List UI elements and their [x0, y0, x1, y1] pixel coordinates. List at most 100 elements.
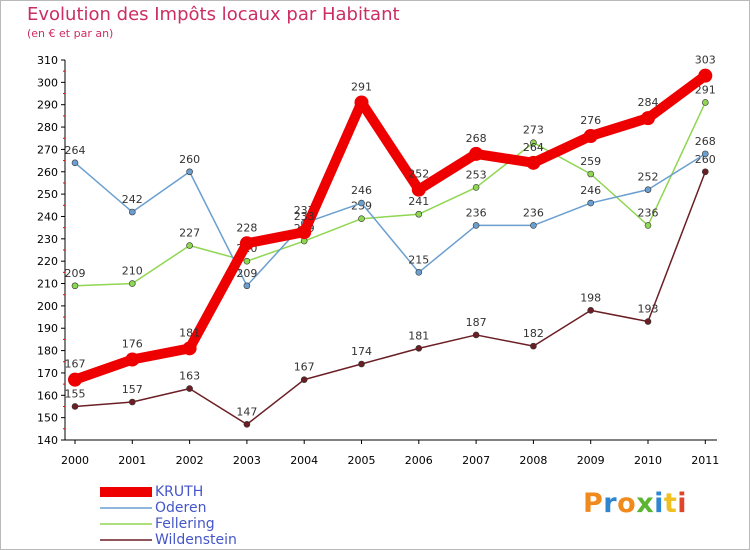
data-label-wildenstein: 147: [236, 405, 257, 418]
x-tick-label: 2006: [405, 454, 433, 467]
data-label-oderen: 246: [580, 184, 601, 197]
y-tick-label: 200: [37, 300, 58, 313]
data-point-oderen: [530, 222, 537, 229]
data-label-oderen: 268: [695, 135, 716, 148]
data-label-wildenstein: 193: [638, 303, 659, 316]
y-tick-label: 140: [37, 434, 58, 447]
y-tick-label: 290: [37, 99, 58, 112]
legend-item-fellering: Fellering: [100, 516, 320, 532]
data-point-fellering: [701, 99, 709, 106]
data-point-fellering: [129, 280, 136, 287]
data-point-wildenstein: [472, 331, 480, 339]
data-label-oderen: 260: [179, 153, 200, 166]
legend-label-oderen: Oderen: [155, 500, 207, 516]
legend-label-wildenstein: Wildenstein: [155, 532, 237, 548]
data-label-oderen: 252: [638, 171, 659, 184]
y-tick-label: 170: [37, 367, 58, 380]
y-tick-label: 160: [37, 389, 58, 402]
x-tick-label: 2009: [577, 454, 605, 467]
data-label-oderen: 236: [466, 206, 487, 219]
series-line-wildenstein: [74, 171, 707, 426]
data-point-oderen: [358, 199, 365, 207]
data-label-wildenstein: 163: [179, 370, 200, 383]
data-point-wildenstein: [243, 421, 251, 428]
legend-swatch-fellering: [100, 523, 152, 525]
x-tick-label: 2000: [61, 454, 89, 467]
chart-legend: KRUTH Oderen Fellering Wildenstein: [100, 484, 320, 548]
data-label-fellering: 273: [523, 124, 544, 137]
data-point-fellering: [71, 282, 79, 290]
x-tick-label: 2005: [348, 454, 376, 467]
logo-letter: o: [617, 488, 637, 519]
data-point-wildenstein: [358, 360, 365, 368]
data-point-oderen: [415, 269, 423, 276]
logo-letter: t: [663, 488, 678, 519]
series-line-oderen: [74, 153, 707, 287]
data-label-kruth: 291: [351, 80, 372, 93]
data-label-wildenstein: 260: [695, 153, 716, 166]
data-label-kruth: 268: [466, 132, 487, 145]
y-tick-label: 310: [37, 54, 58, 67]
data-point-kruth: [354, 95, 369, 110]
data-point-fellering: [472, 184, 480, 191]
data-label-fellering: 210: [122, 265, 143, 278]
data-point-fellering: [587, 170, 595, 178]
data-point-fellering: [530, 139, 537, 147]
data-point-oderen: [587, 199, 595, 207]
logo-letter: x: [636, 488, 655, 519]
data-point-wildenstein: [701, 168, 709, 176]
y-tick-label: 250: [37, 188, 58, 201]
data-label-fellering: 227: [179, 227, 200, 240]
data-label-fellering: 236: [638, 206, 659, 219]
logo-letter: P: [583, 488, 604, 519]
data-point-kruth: [297, 225, 312, 240]
y-tick-label: 230: [37, 233, 58, 246]
data-label-kruth: 284: [638, 96, 659, 109]
data-point-oderen: [71, 159, 79, 167]
x-tick-label: 2008: [519, 454, 547, 467]
y-tick-label: 300: [37, 76, 58, 89]
data-label-fellering: 291: [695, 83, 716, 96]
data-label-wildenstein: 198: [580, 291, 601, 304]
series-line-kruth: [70, 70, 711, 385]
data-point-wildenstein: [129, 398, 136, 406]
proxiti-logo: Proxiti: [583, 488, 687, 519]
data-point-kruth: [411, 182, 426, 197]
data-point-fellering: [644, 222, 652, 229]
data-point-kruth: [239, 236, 254, 251]
data-label-oderen: 264: [65, 144, 86, 157]
data-label-oderen: 242: [122, 193, 143, 206]
y-tick-label: 240: [37, 210, 58, 223]
x-tick-label: 2007: [462, 454, 490, 467]
data-point-kruth: [469, 146, 484, 161]
data-point-wildenstein: [186, 385, 193, 392]
data-point-kruth: [182, 341, 197, 356]
data-point-kruth: [583, 129, 598, 143]
data-point-wildenstein: [644, 318, 652, 325]
legend-swatch-oderen: [100, 507, 152, 509]
data-label-fellering: 241: [408, 195, 429, 208]
legend-label-fellering: Fellering: [155, 516, 215, 532]
data-label-fellering: 253: [466, 168, 487, 181]
x-tick-label: 2001: [118, 454, 146, 467]
y-tick-label: 150: [37, 412, 58, 425]
data-label-wildenstein: 181: [408, 329, 429, 342]
data-label-kruth: 276: [580, 114, 601, 127]
data-point-oderen: [129, 208, 136, 216]
y-tick-label: 260: [37, 166, 58, 179]
data-point-kruth: [68, 372, 82, 387]
data-label-kruth: 167: [65, 358, 86, 371]
chart-subtitle: (en € et par an): [27, 27, 114, 40]
data-label-wildenstein: 174: [351, 345, 372, 358]
data-point-kruth: [526, 155, 541, 170]
data-point-kruth: [641, 111, 655, 126]
data-point-oderen: [186, 168, 193, 176]
data-label-kruth: 264: [523, 141, 544, 154]
x-tick-label: 2004: [290, 454, 318, 467]
legend-swatch-wildenstein: [100, 539, 152, 541]
data-point-wildenstein: [300, 376, 308, 383]
x-tick-label: 2003: [233, 454, 261, 467]
data-label-oderen: 246: [351, 184, 372, 197]
chart-title: Evolution des Impôts locaux par Habitant: [27, 4, 400, 25]
